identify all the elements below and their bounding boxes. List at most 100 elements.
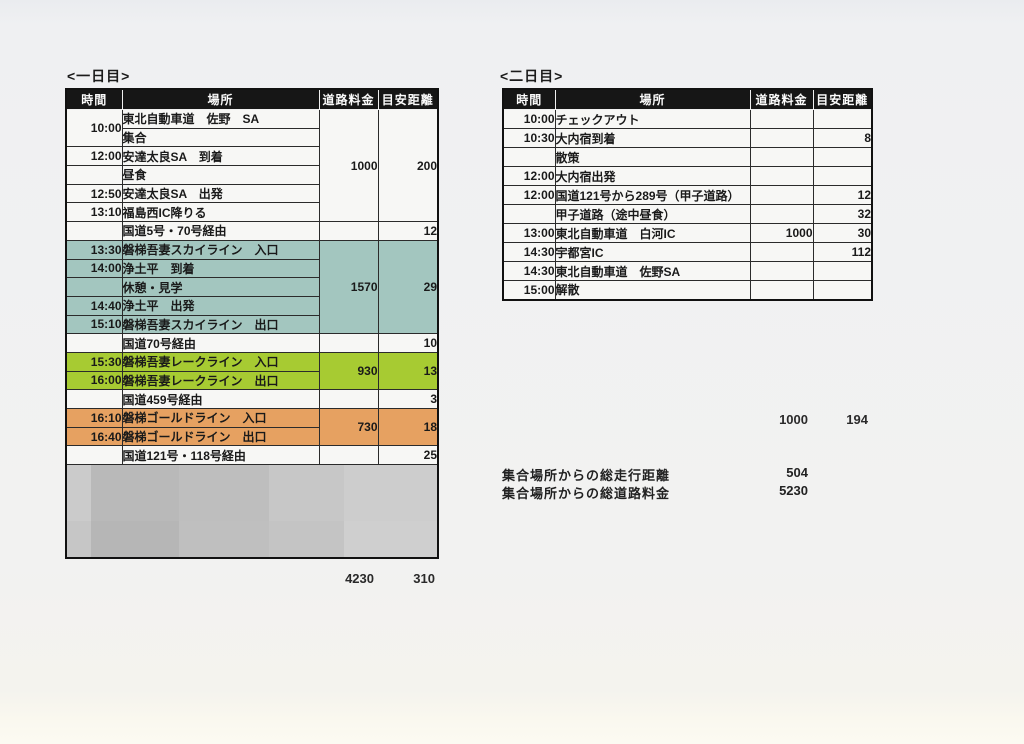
time-cell: 15:00 (502, 280, 556, 300)
time-cell (65, 333, 123, 353)
time-cell: 13:00 (502, 223, 556, 243)
time-cell: 10:00 (65, 108, 123, 148)
place-cell: 国道459号経由 (121, 389, 320, 409)
day2-total-toll: 1000 (779, 412, 808, 427)
toll-cell: 730 (318, 407, 379, 447)
toll-cell (749, 280, 814, 300)
time-cell (65, 445, 123, 466)
time-cell: 13:30 (65, 239, 123, 260)
header-time: 時間 (65, 89, 123, 110)
time-cell (502, 147, 556, 167)
summary-label: 集合場所からの総走行距離 (502, 468, 671, 483)
place-cell: 磐梯吾妻スカイライン 入口 (121, 239, 320, 260)
place-cell: 休憩・見学 (121, 277, 320, 297)
place-cell: 国道70号経由 (121, 333, 320, 353)
header-distance: 目安距離 (377, 89, 439, 110)
place-cell: 宇都宮IC (554, 242, 751, 262)
distance-cell: 18 (377, 407, 439, 447)
table-row-highlight-teal: 15:10 磐梯吾妻スカイライン 出口 (65, 314, 438, 335)
table-row: 12:00 安達太良SA 到着 (65, 146, 438, 167)
table-row-highlight-green: 15:30 磐梯吾妻レークライン 入口 930 13 (65, 351, 439, 391)
place-cell: 国道121号から289号（甲子道路） (554, 185, 751, 205)
toll-cell (749, 128, 814, 148)
header-toll: 道路料金 (318, 89, 379, 110)
distance-cell: 30 (812, 223, 873, 243)
toll-cell (749, 242, 814, 262)
header-time: 時間 (502, 89, 556, 110)
toll-cell (749, 147, 814, 167)
place-cell: 東北自動車道 佐野 SA (121, 109, 320, 129)
toll-cell (749, 204, 814, 224)
summary-label: 集合場所からの総道路料金 (502, 486, 671, 501)
distance-cell: 12 (812, 185, 873, 205)
place-cell: 東北自動車道 佐野SA (554, 261, 751, 281)
day2-table: 時間 場所 道路料金 目安距離 10:00 チェックアウト 10:30 大内宿到… (502, 88, 873, 301)
table-row: 散策 (502, 147, 873, 167)
table-row: 国道5号・70号経由 12 (65, 221, 439, 241)
place-cell: 磐梯ゴールドライン 出口 (121, 426, 320, 447)
table-row: 10:30 大内宿到着 8 (502, 128, 873, 148)
place-cell: 甲子道路（途中昼食） (554, 204, 751, 224)
time-cell: 14:00 (65, 258, 123, 279)
table-row: 国道70号経由 10 (65, 333, 439, 353)
place-cell: 安達太良SA 出発 (121, 183, 320, 204)
toll-cell (318, 333, 379, 353)
redacted-area (65, 464, 439, 559)
header-distance: 目安距離 (812, 89, 873, 110)
day2-total-distance: 194 (846, 412, 868, 427)
time-cell: 14:40 (65, 295, 123, 316)
toll-cell (749, 109, 814, 129)
distance-cell (812, 166, 873, 186)
distance-cell: 13 (377, 351, 439, 391)
toll-cell (749, 185, 814, 205)
place-cell: 大内宿出発 (554, 166, 751, 186)
toll-cell (318, 389, 379, 409)
time-cell: 10:00 (502, 109, 556, 129)
table-row-highlight-teal: 休憩・見学 (65, 277, 438, 297)
table-row: 10:00 東北自動車道 佐野 SA 1000 200 (65, 108, 439, 223)
table-header-row: 時間 場所 道路料金 目安距離 (502, 89, 873, 110)
distance-cell: 200 (377, 108, 439, 223)
table-row: 甲子道路（途中昼食） 32 (502, 204, 873, 224)
place-cell: 集合 (121, 127, 320, 148)
place-cell: 磐梯吾妻レークライン 入口 (121, 351, 320, 372)
time-cell: 15:10 (65, 314, 123, 335)
time-cell: 14:30 (502, 261, 556, 281)
place-cell: チェックアウト (554, 109, 751, 129)
place-cell: 国道121号・118号経由 (121, 445, 320, 466)
day2-title: <二日目> (500, 68, 564, 84)
place-cell: 大内宿到着 (554, 128, 751, 148)
table-row: 13:10 福島西IC降りる (65, 202, 438, 223)
time-cell (65, 165, 123, 185)
day2-totals: 1000 194 (502, 412, 871, 428)
place-cell: 福島西IC降りる (121, 202, 320, 223)
table-row-highlight-green: 16:00 磐梯吾妻レークライン 出口 (65, 370, 438, 391)
toll-cell (318, 221, 379, 241)
time-cell: 16:10 (65, 408, 123, 428)
table-row: 12:00 大内宿出発 (502, 166, 873, 186)
day1-totals: 4230 310 (65, 571, 437, 587)
summary-value: 504 (786, 465, 808, 480)
place-cell: 昼食 (121, 165, 320, 185)
distance-cell (812, 280, 873, 300)
time-cell (65, 221, 123, 241)
day1-title: <一日目> (67, 68, 131, 84)
place-cell: 散策 (554, 147, 751, 167)
summary-line-total-distance: 集合場所からの総走行距離 504 (502, 465, 808, 483)
table-header-row: 時間 場所 道路料金 目安距離 (65, 89, 439, 110)
time-cell: 12:50 (65, 183, 123, 204)
table-row-highlight-orange: 16:10 磐梯ゴールドライン 入口 730 18 (65, 407, 439, 447)
time-cell: 12:00 (502, 166, 556, 186)
table-row-highlight-teal: 13:30 磐梯吾妻スカイライン 入口 1570 29 (65, 239, 439, 335)
table-row: 14:30 東北自動車道 佐野SA (502, 261, 873, 281)
header-place: 場所 (554, 89, 751, 110)
time-cell: 16:00 (65, 370, 123, 391)
table-row: 13:00 東北自動車道 白河IC 1000 30 (502, 223, 873, 243)
time-cell: 13:10 (65, 202, 123, 223)
place-cell: 浄土平 到着 (121, 258, 320, 279)
time-cell: 10:30 (502, 128, 556, 148)
time-cell: 14:30 (502, 242, 556, 262)
distance-cell (812, 261, 873, 281)
toll-cell: 1000 (749, 223, 814, 243)
distance-cell (812, 147, 873, 167)
